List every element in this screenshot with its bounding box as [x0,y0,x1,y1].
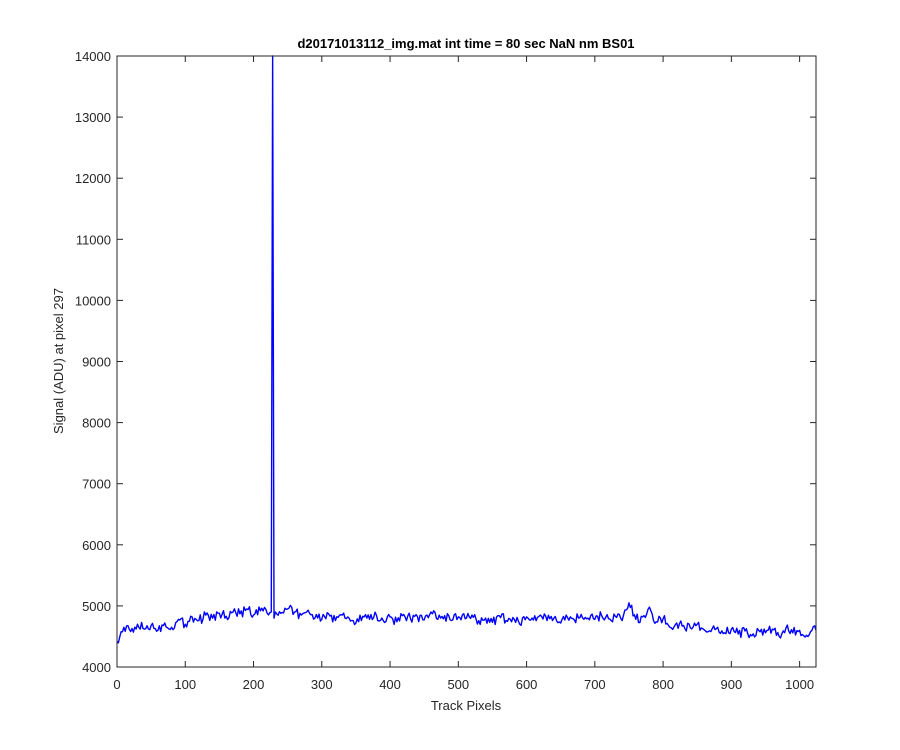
y-tick-label: 14000 [75,49,111,64]
x-tick-label: 100 [174,677,196,692]
y-tick-label: 9000 [82,355,111,370]
y-tick-label: 8000 [82,416,111,431]
x-tick-label: 0 [113,677,120,692]
y-axis-label: Signal (ADU) at pixel 297 [51,288,66,434]
x-tick-label: 300 [311,677,333,692]
x-tick-label: 1000 [785,677,814,692]
x-tick-label: 600 [516,677,538,692]
x-tick-label: 500 [447,677,469,692]
x-tick-label: 400 [379,677,401,692]
chart-title: d20171013112_img.mat int time = 80 sec N… [297,36,634,51]
y-tick-label: 4000 [82,660,111,675]
y-tick-label: 5000 [82,599,111,614]
y-tick-label: 11000 [76,232,111,247]
y-tick-label: 10000 [75,293,111,308]
x-tick-label: 700 [584,677,606,692]
x-axis-label: Track Pixels [431,698,502,713]
series-line [116,55,817,644]
y-tick-label: 13000 [75,110,111,125]
x-tick-label: 800 [652,677,674,692]
x-tick-label: 900 [721,677,743,692]
y-tick-label: 6000 [82,538,111,553]
y-tick-label: 12000 [75,171,111,186]
axes-box [116,55,817,668]
y-tick-label: 7000 [82,477,111,492]
plot-area-background [117,56,816,667]
x-tick-label: 200 [243,677,265,692]
